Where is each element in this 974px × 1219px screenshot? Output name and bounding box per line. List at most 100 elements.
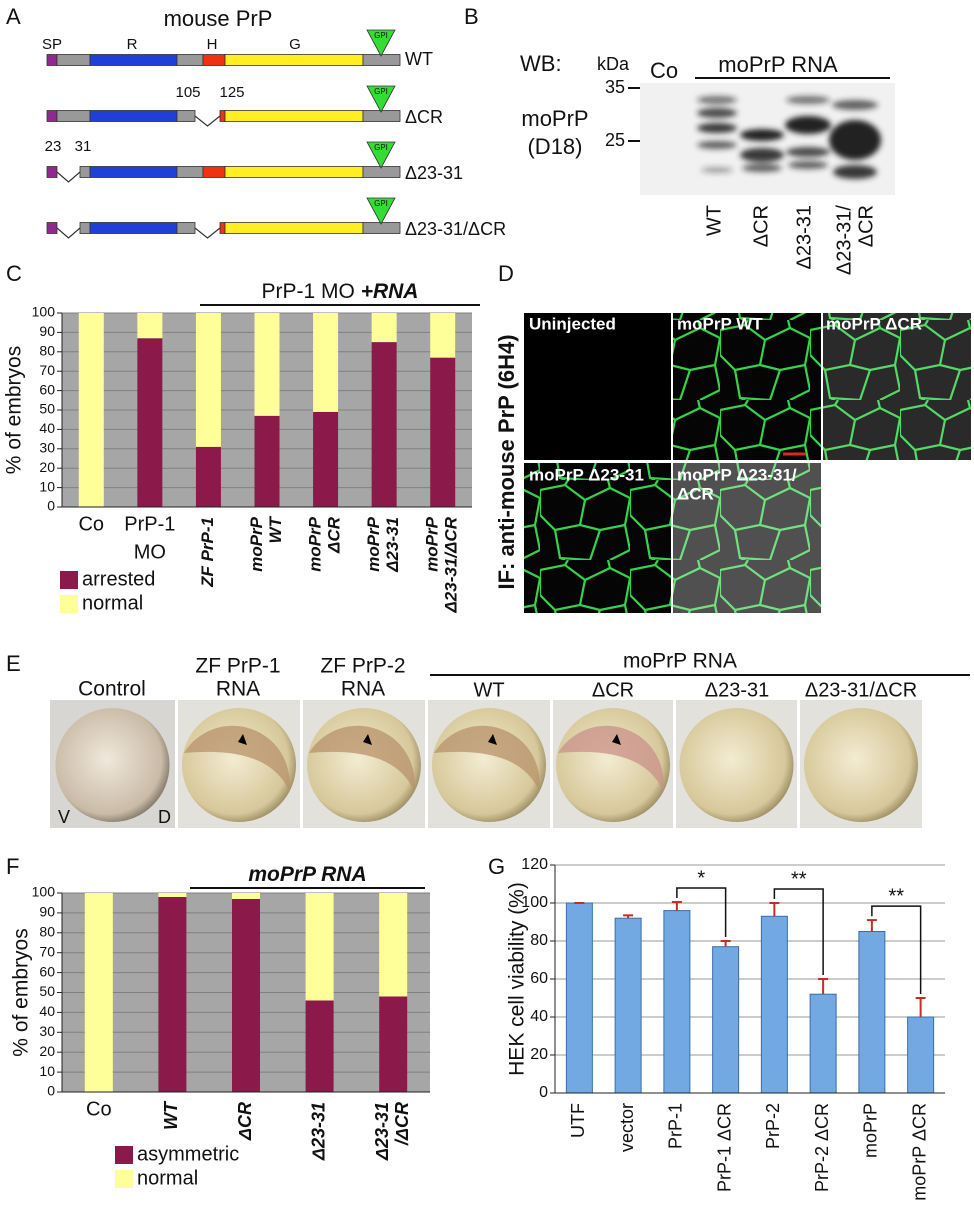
embryo xyxy=(55,708,170,822)
domain xyxy=(46,54,58,66)
gpi-label: GPI xyxy=(374,31,388,40)
orientation-label: V xyxy=(58,807,70,827)
image-label: moPrP Δ23-31/ xyxy=(677,465,797,484)
x-tick-label: moPrP xyxy=(364,516,383,571)
y-tick-label: 0 xyxy=(47,1083,55,1099)
domain xyxy=(79,166,91,178)
x-tick-label: Δ23-31 xyxy=(308,1102,328,1161)
bar-segment xyxy=(305,893,334,1001)
domain xyxy=(46,166,58,178)
group-label: moPrP RNA xyxy=(718,52,838,77)
domain xyxy=(219,110,226,122)
domain xyxy=(362,166,401,178)
embryo xyxy=(804,708,918,822)
error-bar xyxy=(915,997,926,1017)
y-tick-label: 70 xyxy=(39,362,55,378)
y-tick-label: 80 xyxy=(39,924,55,940)
image-label: RNA xyxy=(341,678,385,701)
domain xyxy=(224,166,364,178)
y-tick-label: 70 xyxy=(39,943,55,959)
x-tick-label: PrP-2 ΔCR xyxy=(812,1103,832,1192)
error-bar xyxy=(623,914,634,919)
bar-segment xyxy=(195,313,221,447)
if-image xyxy=(673,463,821,613)
y-tick-label: 80 xyxy=(530,932,548,949)
domain xyxy=(362,222,401,234)
panel-letter: B xyxy=(464,4,479,29)
x-tick-label: ΔCR xyxy=(235,1102,255,1141)
lane-label: ΔCR xyxy=(750,205,772,247)
domain xyxy=(89,166,178,178)
image-label: ΔCR xyxy=(677,484,714,503)
embryo-images xyxy=(50,700,922,828)
domain xyxy=(56,54,91,66)
bar-segment xyxy=(430,357,456,507)
y-tick-label: 40 xyxy=(530,1008,548,1025)
domain-label: SP xyxy=(42,36,62,53)
x-tick-label: PrP-1 ΔCR xyxy=(714,1103,734,1192)
gpi-label: GPI xyxy=(374,87,388,96)
lane-label: Δ23-31 xyxy=(793,205,815,270)
domain xyxy=(362,110,401,122)
blot-bands xyxy=(697,96,881,179)
control-label: Co xyxy=(650,58,678,83)
antibody-label: (D18) xyxy=(527,134,582,159)
arrowhead xyxy=(238,734,247,745)
deletion xyxy=(194,115,221,127)
error-bar xyxy=(720,940,731,947)
image-label: ZF PrP-2 xyxy=(320,655,405,678)
image-label: Δ23-31/ΔCR xyxy=(805,679,917,701)
bar-segment xyxy=(84,893,113,1092)
y-tick-label: 60 xyxy=(39,963,55,979)
domain xyxy=(224,222,364,234)
y-axis-label: % of embryos xyxy=(10,928,33,1056)
if-image xyxy=(673,313,821,460)
error-bar xyxy=(818,978,829,995)
legend-swatch xyxy=(115,1170,133,1188)
x-tick-label: Δ23-31 xyxy=(372,1102,392,1161)
bar xyxy=(858,931,886,1094)
gpi-label: GPI xyxy=(374,199,388,208)
bar xyxy=(565,902,593,1094)
x-tick-label: PrP-1 xyxy=(124,513,175,535)
domain xyxy=(46,222,58,234)
bar-segment xyxy=(232,893,260,899)
panel-letter: C xyxy=(6,261,22,286)
significance-bracket xyxy=(773,888,824,975)
lane-label: Δ23-31/ xyxy=(833,205,855,276)
unit-label: kDa xyxy=(597,54,630,74)
domain xyxy=(219,222,226,234)
bar xyxy=(712,946,740,1094)
if-image xyxy=(524,463,671,613)
construct-label: WT xyxy=(405,49,433,69)
if-image xyxy=(524,313,671,460)
image-label: moPrP Δ23-31 xyxy=(529,465,644,484)
image-label: ΔCR xyxy=(592,679,634,701)
bar-segment xyxy=(158,896,187,1092)
error-bar xyxy=(671,901,682,911)
significance-label: ** xyxy=(888,885,904,907)
deletion-label: 105 xyxy=(175,84,200,101)
y-tick-label: 100 xyxy=(521,894,548,911)
y-tick-label: 0 xyxy=(539,1084,548,1101)
y-tick-label: 60 xyxy=(39,381,55,397)
x-tick-label: ZF PrP-1 xyxy=(198,517,217,588)
y-tick-label: 10 xyxy=(39,478,55,494)
legend-label: asymmetric xyxy=(137,1143,239,1165)
bar-segment xyxy=(313,411,339,507)
panel-letter: F xyxy=(6,854,19,879)
image-label: RNA xyxy=(216,678,260,701)
x-tick-label: Δ23-31 xyxy=(383,517,402,573)
y-tick-label: 30 xyxy=(39,1023,55,1039)
deletion-label: 125 xyxy=(219,84,244,101)
antibody-label: moPrP xyxy=(521,106,588,131)
gpi-anchor xyxy=(366,85,396,113)
legend-label: normal xyxy=(137,1167,198,1189)
bar-segment xyxy=(137,338,163,507)
x-tick-label: MO xyxy=(134,541,166,563)
y-tick-label: 0 xyxy=(47,498,55,514)
deletion xyxy=(56,227,81,239)
gpi-anchor xyxy=(366,29,396,57)
gpi-anchor xyxy=(366,141,396,169)
marker-label: 25 xyxy=(605,130,625,150)
